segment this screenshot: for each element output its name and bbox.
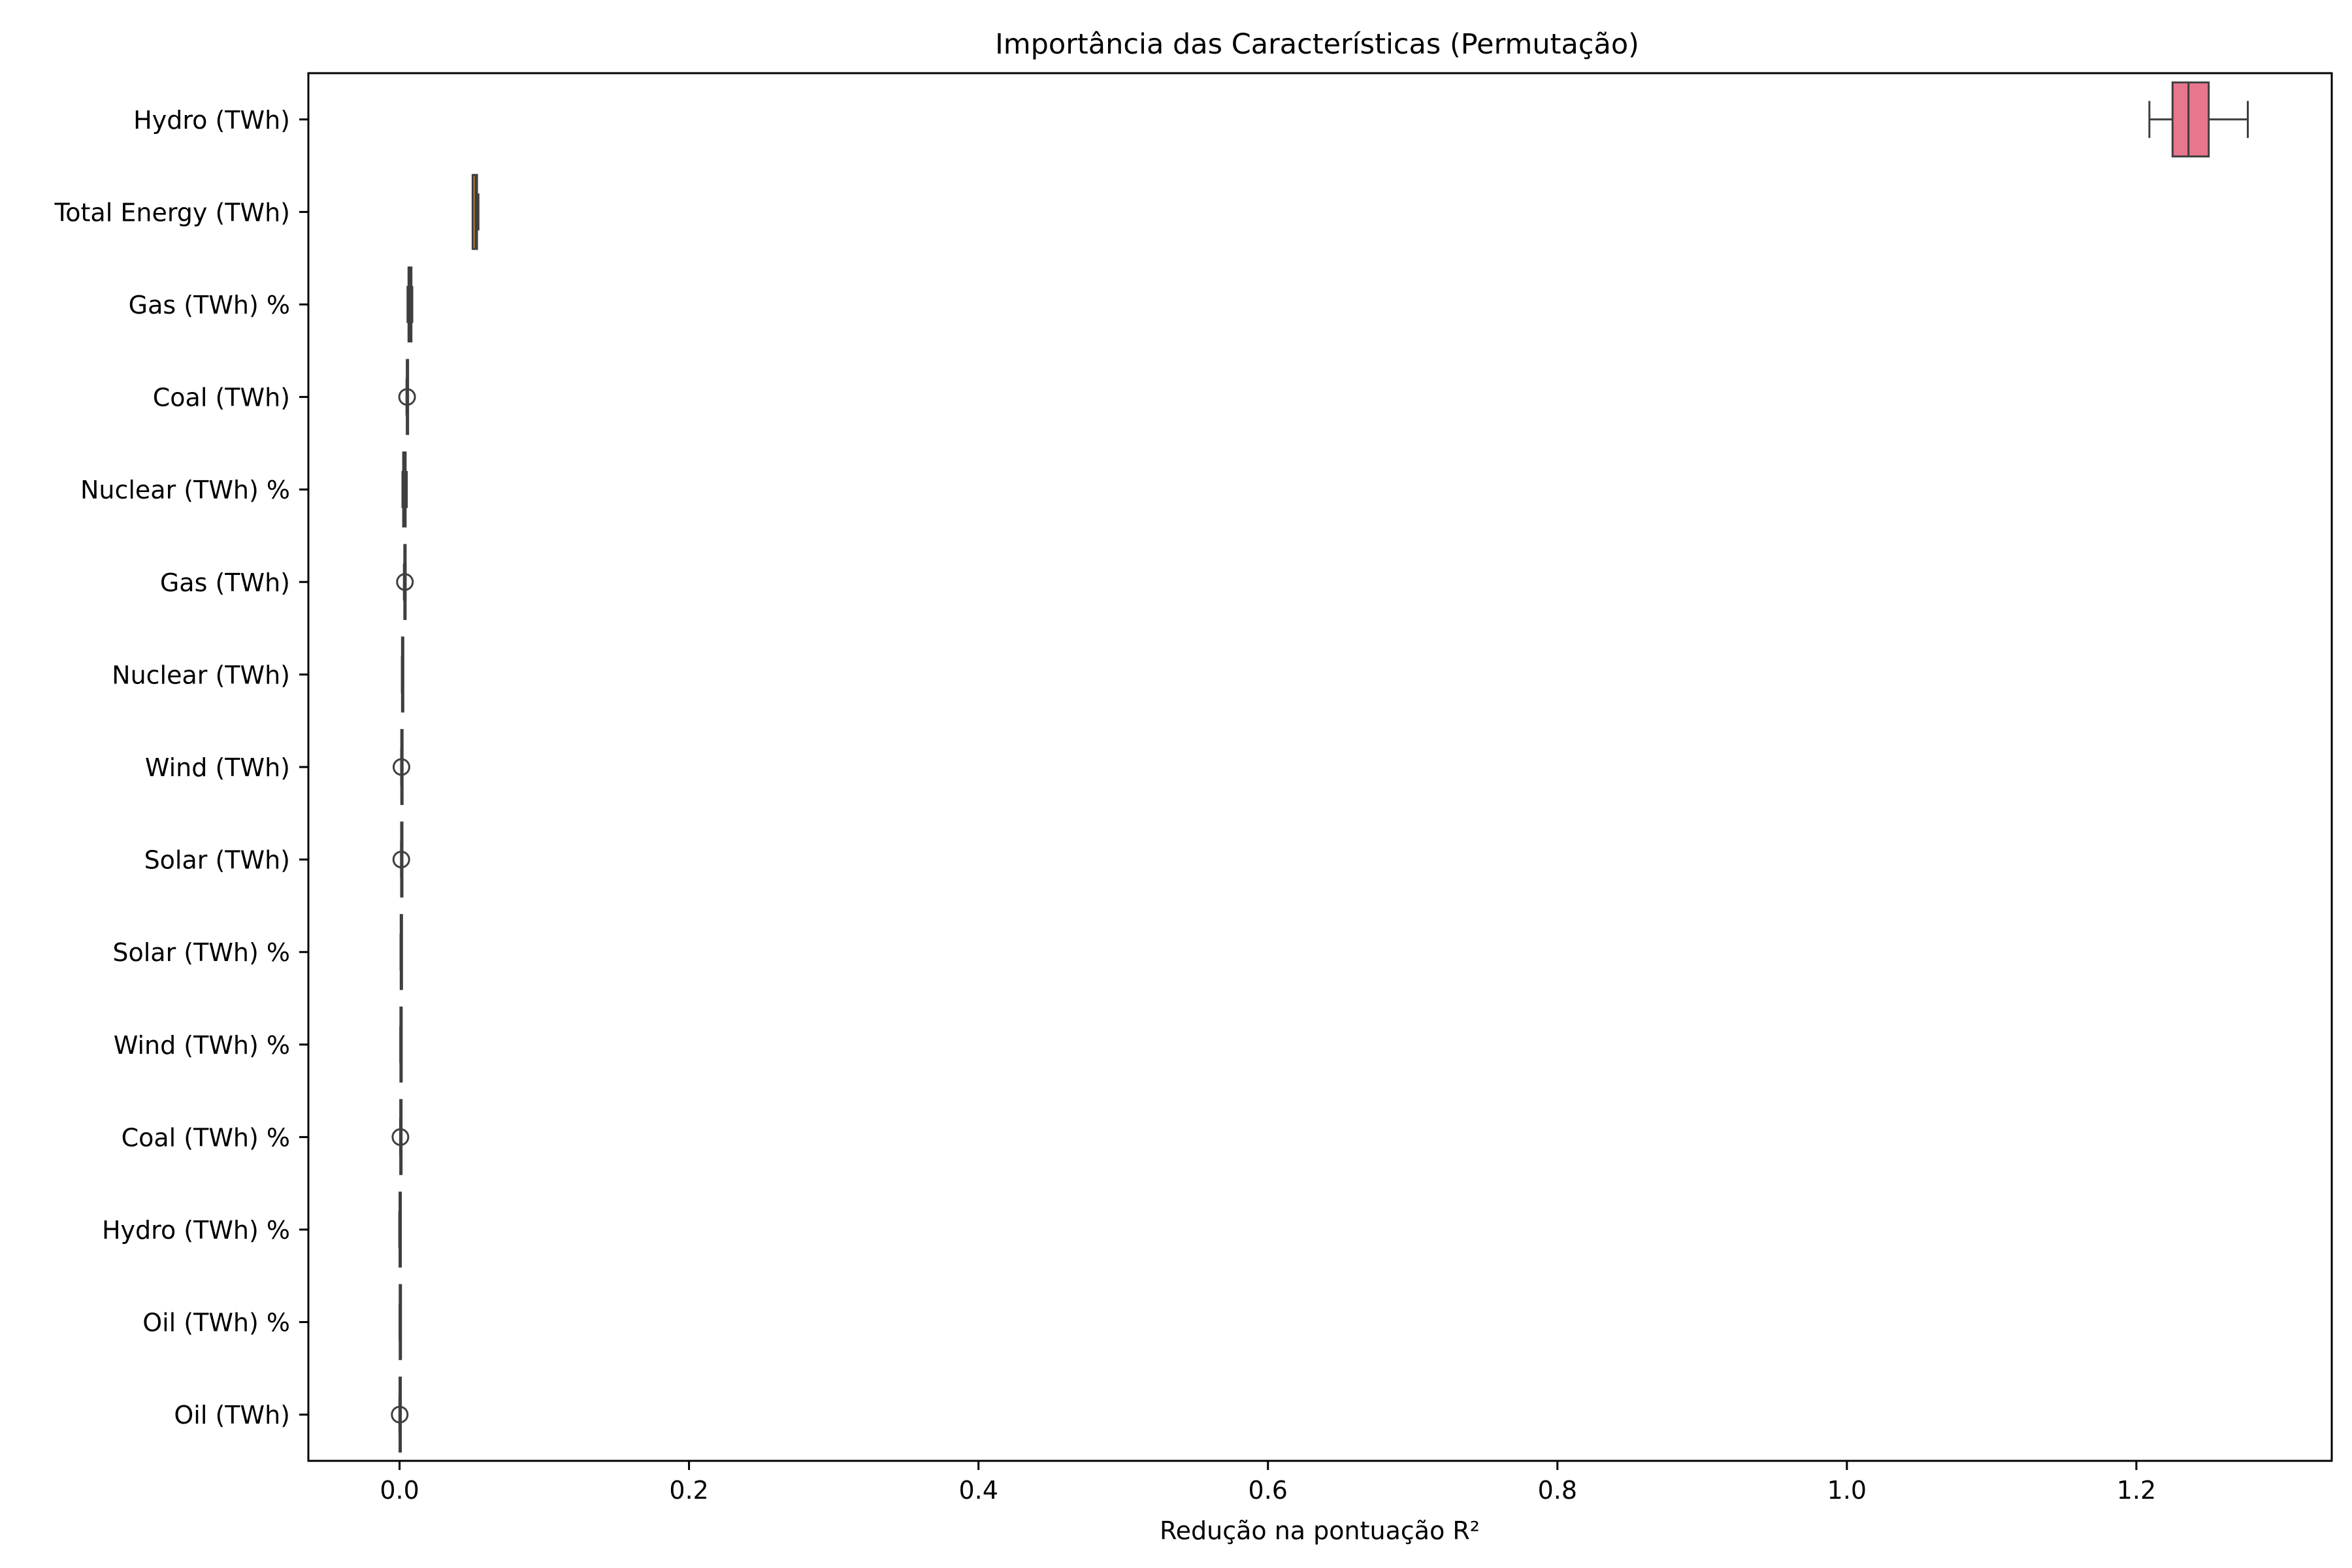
y-tick-label-coal-twh: Coal (TWh) [153, 384, 290, 412]
flier-coal-twh-0 [398, 388, 416, 406]
x-tick-label-0-4: 0.4 [958, 1476, 998, 1505]
plot-frame [307, 72, 2333, 1462]
flier-wind-twh-0 [392, 758, 410, 776]
boxes-layer [391, 81, 2249, 1453]
y-tick-label-solar-twh: Solar (TWh) % [112, 938, 290, 967]
x-tick-label-0-0: 0.0 [380, 1476, 419, 1505]
box-solar-twh [399, 914, 403, 990]
box-solar-twh [392, 821, 410, 898]
box-hydro-twh [2148, 81, 2249, 157]
box-iqr-hydro-twh [2171, 81, 2210, 157]
flier-coal-twh-0 [391, 1128, 410, 1146]
y-tick-label-hydro-twh: Hydro (TWh) % [102, 1216, 290, 1245]
y-tick-label-nuclear-twh: Nuclear (TWh) % [80, 476, 290, 504]
x-tick-label-1-2: 1.2 [2117, 1476, 2156, 1505]
box-hydro-twh [398, 1191, 402, 1268]
x-tick-label-0-6: 0.6 [1249, 1476, 1288, 1505]
x-tick-label-0-8: 0.8 [1538, 1476, 1577, 1505]
box-wind-twh [392, 728, 410, 806]
y-tick-label-coal-twh: Coal (TWh) % [122, 1123, 290, 1152]
y-tick-label-oil-twh: Oil (TWh) % [142, 1309, 290, 1337]
y-tick-label-wind-twh: Wind (TWh) % [114, 1031, 290, 1060]
y-tick-label-nuclear-twh: Nuclear (TWh) [112, 661, 290, 689]
box-nuclear-twh [401, 451, 408, 528]
box-gas-twh [406, 266, 414, 343]
x-tick-label-1-0: 1.0 [1827, 1476, 1867, 1505]
box-coal-twh [391, 1099, 410, 1175]
box-gas-twh [396, 544, 414, 620]
box-oil-twh [399, 1284, 402, 1360]
y-tick-label-gas-twh: Gas (TWh) % [129, 291, 290, 319]
box-wind-twh [399, 1006, 403, 1083]
flier-gas-twh-0 [396, 573, 414, 591]
x-axis-label: Redução na pontuação R² [1160, 1516, 1480, 1545]
box-total-energy-twh [471, 174, 480, 250]
box-coal-twh [398, 359, 416, 435]
y-tick-label-solar-twh: Solar (TWh) [144, 846, 290, 875]
x-axis: 0.0 0.2 0.4 0.6 0.8 1.0 1.2 [380, 1461, 2156, 1505]
y-tick-label-wind-twh: Wind (TWh) [145, 753, 290, 782]
y-axis: Hydro (TWh) Total Energy (TWh) Gas (TWh) %… [54, 106, 308, 1429]
y-tick-label-total-energy-twh: Total Energy (TWh) [54, 198, 290, 227]
chart-title: Importância das Características (Permuta… [995, 28, 1639, 61]
x-tick-label-0-2: 0.2 [669, 1476, 708, 1505]
flier-oil-twh-0 [391, 1405, 409, 1424]
y-tick-label-oil-twh: Oil (TWh) [174, 1401, 290, 1429]
box-nuclear-twh [400, 636, 404, 713]
y-tick-label-gas-twh: Gas (TWh) [160, 568, 290, 597]
y-tick-label-hydro-twh: Hydro (TWh) [133, 106, 290, 135]
flier-solar-twh-0 [392, 851, 410, 869]
box-oil-twh [391, 1377, 409, 1453]
